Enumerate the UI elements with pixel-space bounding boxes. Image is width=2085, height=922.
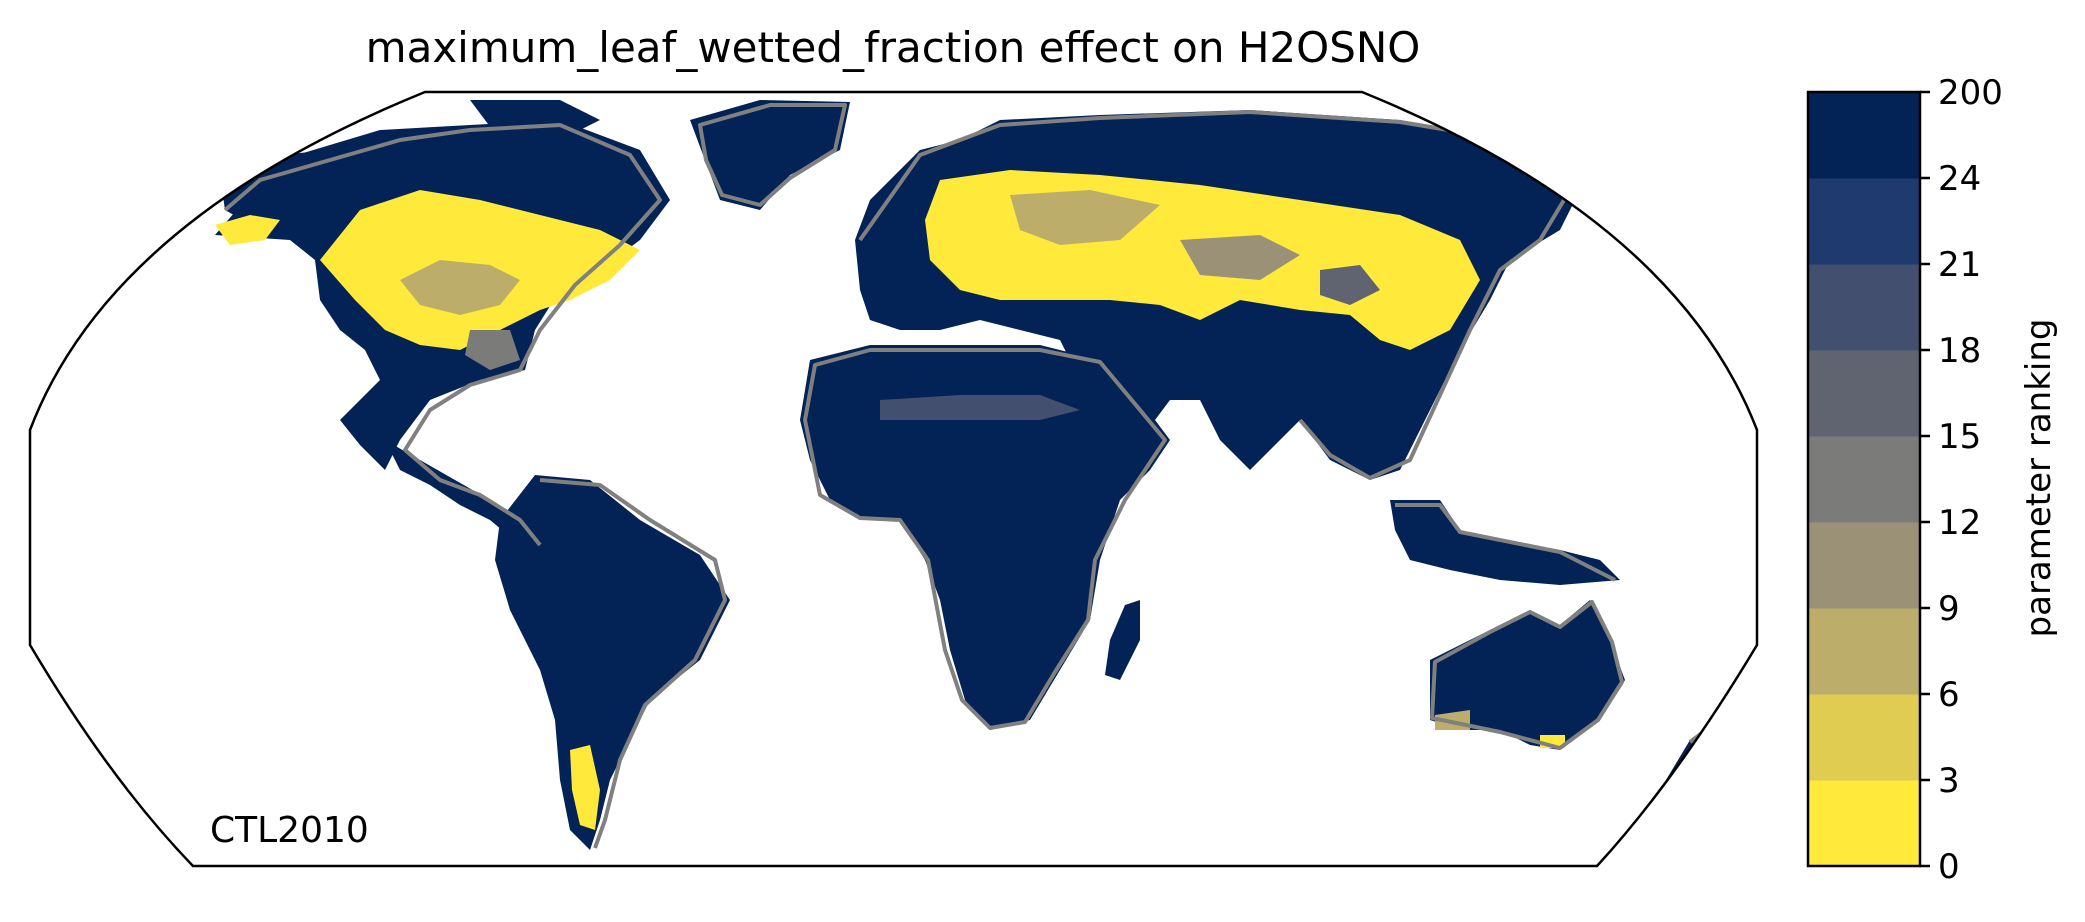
colorbar-tick-label: 18 [1938,331,1981,371]
ranking-overlay [215,170,1565,830]
overlay-alaska-yellow [215,215,280,245]
coastlines [223,103,1704,849]
run-label: CTL2010 [210,810,369,851]
colorbar-frame [1806,90,1922,868]
land-greenland [690,100,850,210]
colorbar-segment [1808,608,1920,695]
colorbar-segment [1808,178,1920,265]
map: CTL2010 [28,90,1759,868]
colorbar-segment [1808,350,1920,437]
colorbar-tick-label: 0 [1938,847,1960,887]
globe-outline [28,90,1759,868]
colorbar-segment [1808,780,1920,867]
overlay-eurasia-dark-gray [1320,265,1380,305]
colorbar-tick-label: 21 [1938,245,1981,285]
colorbar-label: parameter ranking [2019,319,2059,638]
land-madagascar [1105,600,1140,680]
colorbar-tick-label: 15 [1938,417,1981,457]
colorbar-segment [1808,522,1920,609]
overlay-eurasia-tan [1010,190,1160,245]
map-title: maximum_leaf_wetted_fraction effect on H… [366,23,1421,72]
colorbar-segment [1808,264,1920,351]
colorbar-segment [1808,92,1920,179]
colorbar-tick-label: 12 [1938,503,1981,543]
colorbar-tick-label: 200 [1938,73,2003,113]
overlay-sahara-gray [880,395,1080,420]
land-cells [215,100,1705,850]
overlay-na-tan [400,260,520,315]
colorbar-tick-label: 6 [1938,675,1960,715]
colorbar: 0 3 6 9 12 15 18 21 24 200 [1806,73,2003,887]
colorbar-tick-label: 3 [1938,761,1960,801]
land-south-america [495,475,730,850]
colorbar-segment [1808,694,1920,781]
overlay-patagonia-yellow [570,745,600,830]
overlay-eurasia-gray [1180,235,1300,280]
colorbar-tick-label: 9 [1938,589,1960,629]
colorbar-segment [1808,436,1920,523]
overlay-na-gray [465,330,520,370]
colorbar-tick-label: 24 [1938,159,1981,199]
